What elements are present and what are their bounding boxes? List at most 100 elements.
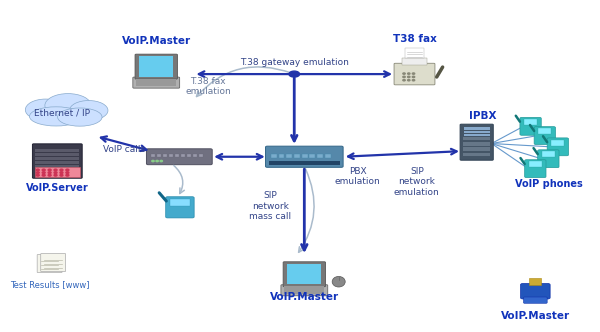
Text: Ethernet / IP: Ethernet / IP xyxy=(34,109,90,118)
Bar xyxy=(317,154,323,158)
Bar xyxy=(294,154,300,158)
Circle shape xyxy=(66,174,69,176)
Ellipse shape xyxy=(45,94,91,118)
FancyBboxPatch shape xyxy=(534,126,556,144)
Circle shape xyxy=(407,80,410,81)
Ellipse shape xyxy=(58,108,102,126)
Bar xyxy=(401,58,427,65)
Circle shape xyxy=(156,160,158,162)
Text: VoIP phones: VoIP phones xyxy=(515,179,583,189)
Circle shape xyxy=(403,80,405,81)
Text: IPBX: IPBX xyxy=(469,111,496,122)
Bar xyxy=(175,154,179,157)
Text: T.38 gateway emulation: T.38 gateway emulation xyxy=(240,58,349,67)
Circle shape xyxy=(60,169,63,171)
Ellipse shape xyxy=(25,99,65,121)
Circle shape xyxy=(412,76,415,78)
Bar xyxy=(524,119,537,125)
Circle shape xyxy=(403,76,405,78)
Bar xyxy=(529,161,542,167)
Circle shape xyxy=(36,169,39,171)
Text: VoIP.Master: VoIP.Master xyxy=(501,311,570,321)
Circle shape xyxy=(42,169,45,171)
Bar xyxy=(284,287,324,294)
FancyBboxPatch shape xyxy=(37,255,62,273)
FancyBboxPatch shape xyxy=(146,149,212,165)
Bar xyxy=(269,161,340,165)
Bar xyxy=(139,56,173,77)
Bar xyxy=(310,154,315,158)
FancyBboxPatch shape xyxy=(166,197,194,218)
Bar xyxy=(187,154,191,157)
Circle shape xyxy=(160,160,163,162)
FancyBboxPatch shape xyxy=(281,285,328,296)
FancyBboxPatch shape xyxy=(538,150,559,168)
Text: VoIP.Server: VoIP.Server xyxy=(26,183,89,193)
Text: VoIP.Master: VoIP.Master xyxy=(270,292,339,302)
Text: Test Results [www]: Test Results [www] xyxy=(10,280,89,289)
Bar xyxy=(35,167,80,177)
Bar xyxy=(199,154,203,157)
Bar xyxy=(464,130,490,133)
Circle shape xyxy=(60,174,63,176)
Bar xyxy=(151,154,155,157)
FancyBboxPatch shape xyxy=(32,144,82,178)
Bar xyxy=(302,154,308,158)
FancyBboxPatch shape xyxy=(133,77,179,88)
Circle shape xyxy=(407,76,410,78)
Bar xyxy=(170,199,190,206)
Circle shape xyxy=(289,71,299,77)
Text: SIP
network
mass call: SIP network mass call xyxy=(250,192,292,221)
Circle shape xyxy=(48,174,51,176)
Bar xyxy=(35,165,79,168)
Bar xyxy=(193,154,197,157)
FancyBboxPatch shape xyxy=(524,160,546,178)
Bar xyxy=(286,154,292,158)
Bar xyxy=(463,142,490,146)
FancyBboxPatch shape xyxy=(41,254,65,272)
Bar xyxy=(163,154,167,157)
Bar xyxy=(463,137,490,140)
Bar xyxy=(325,154,331,158)
Circle shape xyxy=(48,169,51,171)
Circle shape xyxy=(66,172,69,173)
Circle shape xyxy=(42,172,45,173)
Circle shape xyxy=(48,172,51,173)
Bar xyxy=(181,154,185,157)
Bar xyxy=(464,134,490,136)
FancyBboxPatch shape xyxy=(547,138,569,156)
Bar xyxy=(136,79,176,87)
Bar xyxy=(542,151,555,157)
Circle shape xyxy=(152,160,154,162)
Circle shape xyxy=(403,73,405,74)
FancyBboxPatch shape xyxy=(521,284,550,299)
Circle shape xyxy=(412,73,415,74)
Circle shape xyxy=(60,172,63,173)
Circle shape xyxy=(412,80,415,81)
FancyBboxPatch shape xyxy=(135,54,178,79)
Circle shape xyxy=(36,174,39,176)
FancyBboxPatch shape xyxy=(520,118,541,135)
FancyBboxPatch shape xyxy=(283,262,325,287)
Circle shape xyxy=(407,73,410,74)
Text: T.38 fax
emulation: T.38 fax emulation xyxy=(185,77,231,96)
Ellipse shape xyxy=(332,277,345,287)
Bar xyxy=(35,157,79,160)
Ellipse shape xyxy=(70,101,108,121)
Bar xyxy=(464,127,490,129)
Text: SIP
network
emulation: SIP network emulation xyxy=(394,167,440,197)
Circle shape xyxy=(42,174,45,176)
Circle shape xyxy=(54,172,57,173)
FancyBboxPatch shape xyxy=(394,63,435,85)
Bar xyxy=(463,153,490,156)
Text: VoIP.Master: VoIP.Master xyxy=(122,36,191,46)
Bar xyxy=(278,154,284,158)
Bar xyxy=(271,154,277,158)
Bar xyxy=(405,48,424,58)
Ellipse shape xyxy=(29,107,83,126)
Bar xyxy=(35,161,79,164)
Circle shape xyxy=(66,169,69,171)
Circle shape xyxy=(54,169,57,171)
Text: PBX
emulation: PBX emulation xyxy=(335,167,380,186)
Bar xyxy=(35,149,79,152)
